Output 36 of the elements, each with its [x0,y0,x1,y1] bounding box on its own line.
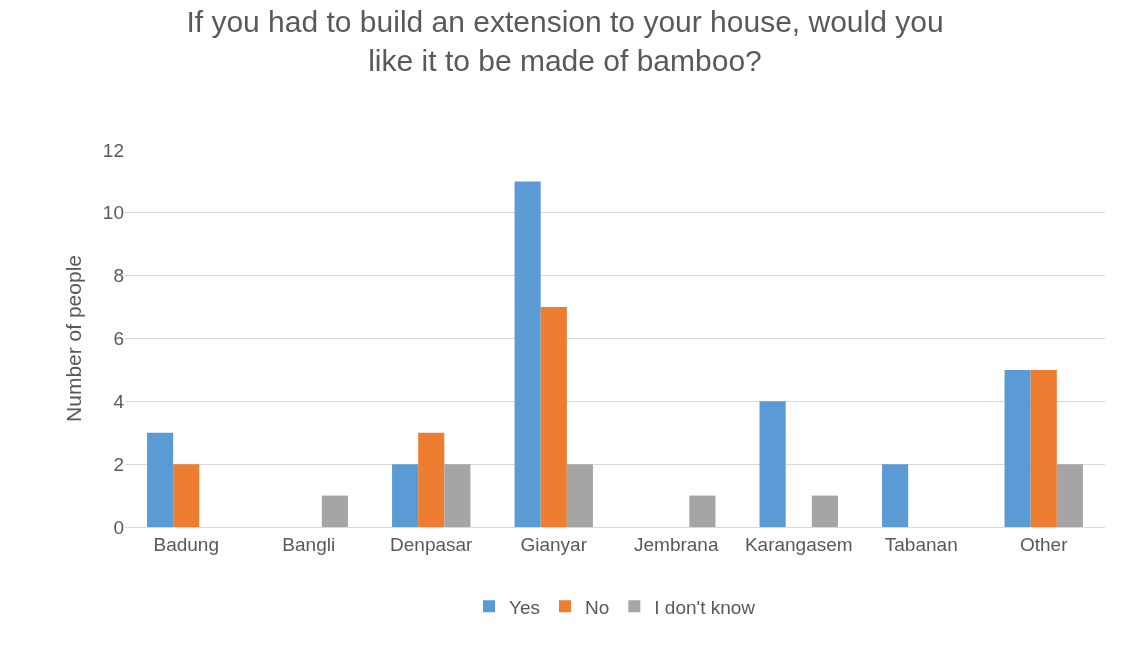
bar [173,464,200,527]
x-tick-label: Denpasar [390,533,474,555]
bar [759,401,786,527]
chart-title: If you had to build an extension to your house, would you like it to be made of bamboo? [186,5,944,78]
y-axis-title: Number of people [62,255,86,422]
legend-label: Yes [509,596,540,618]
x-tick-label: Karangasem [744,533,853,555]
bar [882,464,909,527]
x-tick-label: Other [1019,533,1069,555]
bar [514,181,541,527]
y-tick-label: 8 [113,265,124,287]
bar [689,495,716,527]
bar [392,464,419,527]
bar [540,307,567,527]
x-tick-label: Bangli [282,533,336,555]
legend-label: No [585,596,610,618]
bar [147,432,174,527]
y-tick-label: 12 [102,139,124,161]
y-tick-label: 2 [113,453,124,475]
bar [418,432,445,527]
bar [1056,464,1083,527]
x-tick-label: Gianyar [520,533,588,555]
y-tick-label: 6 [113,328,124,350]
y-tick-label: 0 [113,516,124,538]
bar [566,464,593,527]
bar [811,495,838,527]
bar [321,495,348,527]
x-tick-label: Badung [153,533,220,555]
y-tick-label: 10 [102,202,124,224]
bar [444,464,471,527]
legend-label: I don't know [654,596,756,618]
bar [1004,369,1031,527]
y-tick-label: 4 [113,390,125,412]
bar [1030,369,1057,527]
x-tick-label: Tabanan [884,533,958,555]
x-tick-label: Jembrana [634,533,719,555]
